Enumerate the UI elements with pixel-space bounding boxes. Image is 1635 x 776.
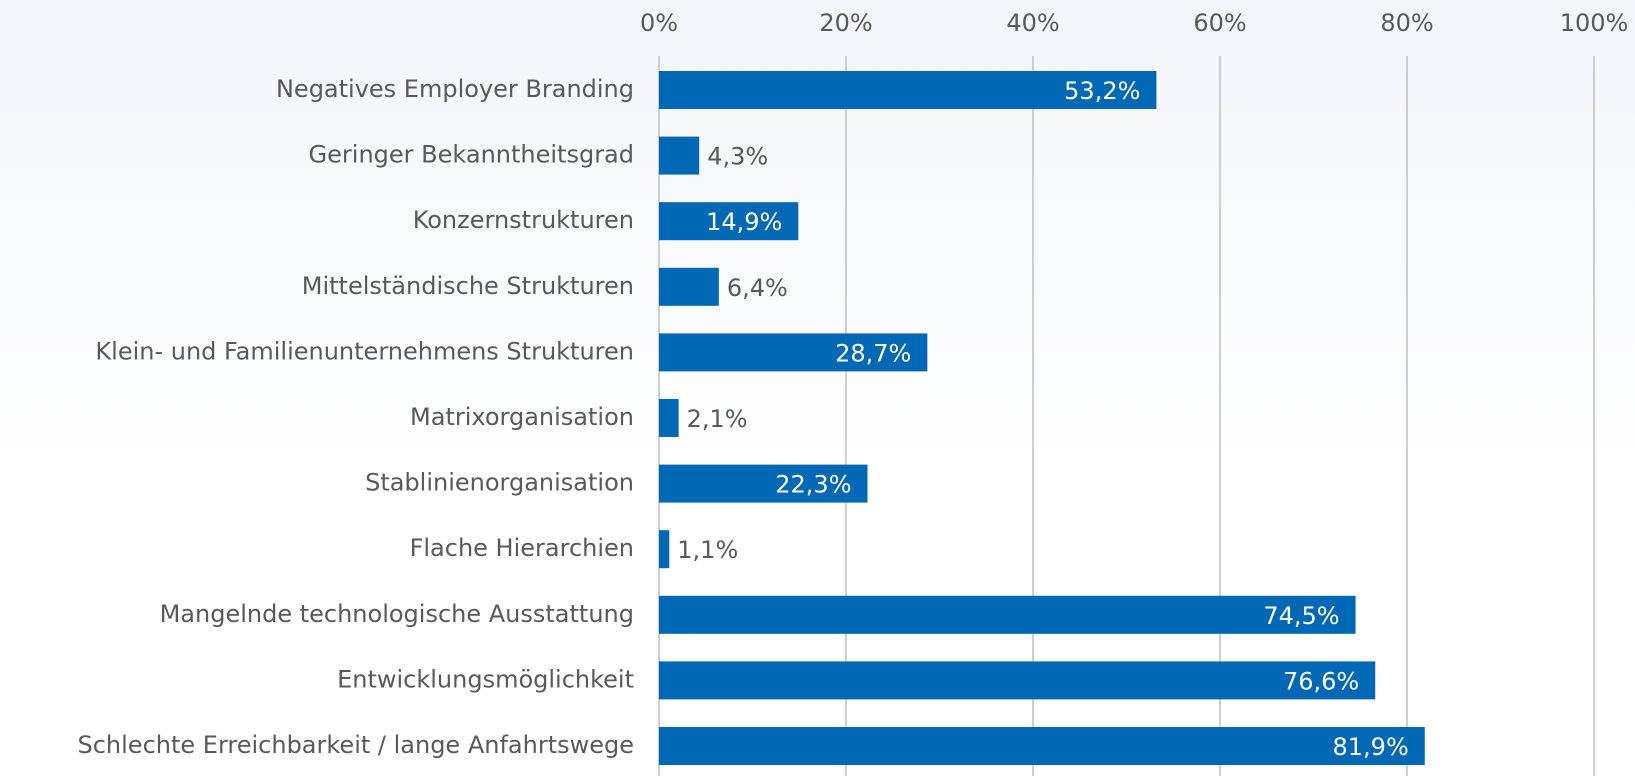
x-tick-label: 60%: [1193, 9, 1246, 37]
y-tick-label: Schlechte Erreichbarkeit / lange Anfahrt…: [78, 731, 635, 759]
y-tick-label: Negatives Employer Branding: [276, 75, 634, 103]
y-tick-label: Entwicklungsmöglichkeit: [337, 665, 634, 693]
data-label: 53,2%: [1064, 77, 1140, 105]
y-tick-label: Mangelnde technologische Ausstattung: [160, 600, 634, 628]
y-tick-label: Konzernstrukturen: [413, 206, 634, 234]
x-tick-label: 80%: [1380, 9, 1433, 37]
y-tick-label: Klein- und Familienunternehmens Struktur…: [95, 337, 634, 365]
data-label: 81,9%: [1333, 733, 1409, 761]
bar: [659, 333, 928, 372]
y-tick-label: Flache Hierarchien: [410, 534, 634, 562]
data-label: 74,5%: [1263, 602, 1339, 630]
bar: [659, 71, 1157, 109]
x-tick-label: 20%: [819, 9, 872, 37]
bar: [659, 136, 700, 175]
bar: [659, 464, 868, 503]
x-tick-label: 0%: [640, 9, 678, 37]
data-label: 4,3%: [707, 143, 768, 171]
y-tick-label: Matrixorganisation: [410, 403, 634, 431]
data-label: 2,1%: [687, 405, 748, 433]
y-tick-label: Geringer Bekanntheitsgrad: [309, 141, 634, 169]
bar: [659, 202, 799, 241]
data-label: 22,3%: [775, 471, 851, 499]
bar: [659, 595, 1356, 634]
bar: [659, 399, 679, 437]
data-label: 76,6%: [1283, 667, 1359, 695]
data-label: 6,4%: [727, 274, 788, 302]
bar: [659, 661, 1376, 700]
y-tick-label: Stablinienorganisation: [365, 469, 634, 497]
data-label: 28,7%: [835, 339, 911, 367]
x-tick-label: 100%: [1560, 9, 1629, 37]
data-label: 1,1%: [677, 536, 738, 564]
y-tick-label: Mittelständische Strukturen: [302, 272, 634, 300]
bar: [659, 267, 719, 306]
bar: [659, 530, 670, 569]
bar: [659, 727, 1425, 765]
x-tick-label: 40%: [1006, 9, 1059, 37]
data-label: 14,9%: [706, 208, 782, 236]
